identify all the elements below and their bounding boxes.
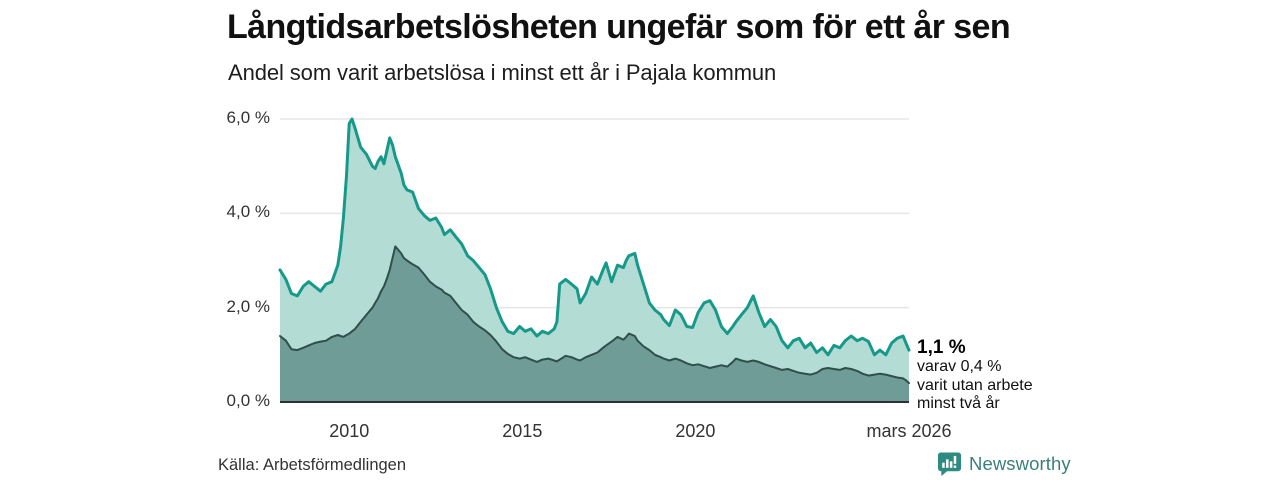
page-title: Långtidsarbetslösheten ungefär som för e…	[227, 8, 1011, 46]
source-note: Källa: Arbetsförmedlingen	[218, 456, 407, 474]
latest-value-label: 1,1 %	[917, 337, 966, 358]
annotation-line-1: varav 0,4 %	[917, 358, 1002, 375]
y-tick-label: 6,0 %	[226, 108, 270, 127]
brand-name: Newsworthy	[969, 453, 1071, 474]
x-tick-label: 2015	[502, 421, 543, 441]
line-minst-tva-ar	[279, 245, 910, 385]
x-tick-label: 2010	[329, 421, 370, 441]
area-minst-tva-ar	[280, 246, 909, 402]
newsworthy-logo: Newsworthy	[937, 451, 1071, 477]
y-tick-label: 4,0 %	[226, 202, 270, 222]
x-tick-label: mars 2026	[866, 421, 952, 441]
y-tick-label: 2,0 %	[226, 296, 270, 316]
y-tick-label: 0,0 %	[226, 391, 270, 410]
annotation-line-2: varit utan arbete	[917, 376, 1033, 394]
chart-subtitle: Andel som varit arbetslösa i minst ett å…	[228, 60, 777, 85]
line-minst-ett-ar	[278, 117, 911, 357]
bar-chart-speech-bubble-icon	[937, 452, 962, 477]
x-tick-label: 2020	[675, 421, 716, 441]
latest-value-annotation: 1,1 % varav 0,4 % varit utan arbete mins…	[917, 337, 1077, 414]
annotation-line-3: minst två år	[917, 395, 1000, 412]
